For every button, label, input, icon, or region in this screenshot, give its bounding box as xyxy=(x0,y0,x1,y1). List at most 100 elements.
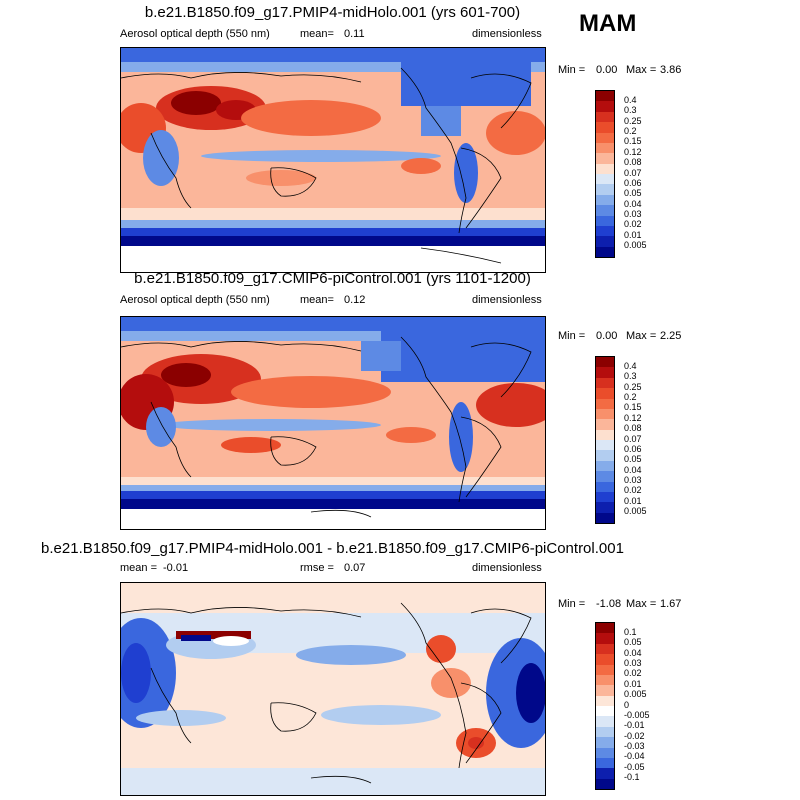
panel-2-units: dimensionless xyxy=(472,294,542,306)
colorbar-tick-label: -0.1 xyxy=(624,772,640,783)
colorbar-box xyxy=(596,357,614,368)
colorbar-box xyxy=(596,408,614,420)
colorbar-box xyxy=(596,460,614,472)
panel-3-min-label: Min = xyxy=(558,598,586,610)
colorbar-box xyxy=(596,778,614,789)
colorbar-box xyxy=(596,122,614,133)
colorbar-tick-label: 0.2 xyxy=(624,392,637,402)
panel-1-title: b.e21.B1850.f09_g17.PMIP4-midHolo.001 (y… xyxy=(144,4,521,21)
colorbar-box xyxy=(596,377,614,389)
colorbar-tick-label: 0.3 xyxy=(624,105,637,116)
colorbar-box xyxy=(596,623,614,634)
colorbar-tick-label: 0.3 xyxy=(624,371,637,382)
panel-2-colorbar xyxy=(595,356,615,524)
panel-2-title: b.e21.B1850.f09_g17.CMIP6-piControl.001 … xyxy=(134,270,531,287)
colorbar-tick-label: 0.12 xyxy=(624,412,642,423)
colorbar-box xyxy=(596,685,614,696)
panel-2-max-label: Max = xyxy=(626,330,657,342)
panel-3-min-value: -1.08 xyxy=(596,598,622,610)
colorbar-box xyxy=(596,440,614,451)
colorbar-tick-label: 0.04 xyxy=(624,198,642,209)
panel-2-mean-label: mean= xyxy=(300,294,334,306)
colorbar-tick-label: 0.2 xyxy=(624,126,637,136)
panel-3-max-value: 1.67 xyxy=(660,598,682,610)
panel-3-max-label: Max = xyxy=(626,598,657,610)
colorbar-tick-label: 0.005 xyxy=(624,240,647,251)
panel-2-min-label: Min = xyxy=(558,330,586,342)
colorbar-tick-label: 0.03 xyxy=(624,475,642,485)
panel-1-mean-value: 0.11 xyxy=(344,28,365,40)
panel-1-units: dimensionless xyxy=(472,28,542,40)
panel-2-min-value: 0.00 xyxy=(596,330,618,342)
colorbar-box xyxy=(596,163,614,174)
colorbar-tick-label: 0.06 xyxy=(624,177,642,188)
colorbar-box xyxy=(596,768,614,779)
colorbar-tick-label: 0.02 xyxy=(624,668,642,679)
panel-1-variable-label: Aerosol optical depth (550 nm) xyxy=(120,28,270,40)
colorbar-tick-label: 0.08 xyxy=(624,157,642,168)
colorbar-tick-label: 0.07 xyxy=(624,433,642,444)
colorbar-box xyxy=(596,132,614,143)
colorbar-tick-label: 0.02 xyxy=(624,485,642,496)
season-label: MAM xyxy=(579,10,637,37)
panel-3-colorbar xyxy=(595,622,615,790)
colorbar-box xyxy=(596,111,614,123)
colorbar-tick-label: 0.04 xyxy=(624,464,642,475)
colorbar-tick-label: 0.01 xyxy=(624,678,642,689)
colorbar-tick-label: 0.005 xyxy=(624,506,647,517)
colorbar-box xyxy=(596,757,614,769)
colorbar-box xyxy=(596,633,614,644)
colorbar-tick-label: 0.03 xyxy=(624,658,642,668)
panel-1-max-label: Max = xyxy=(626,64,657,76)
colorbar-box xyxy=(596,388,614,399)
colorbar-box xyxy=(596,174,614,185)
panel-2-map xyxy=(120,316,546,530)
colorbar-box xyxy=(596,101,614,112)
panel-2-variable-label: Aerosol optical depth (550 nm) xyxy=(120,294,270,306)
colorbar-tick-label: 0.05 xyxy=(624,637,642,648)
colorbar-box xyxy=(596,205,614,216)
panel-3-title: b.e21.B1850.f09_g17.PMIP4-midHolo.001 - … xyxy=(41,540,624,557)
panel-1-colorbar xyxy=(595,90,615,258)
panel-3-units: dimensionless xyxy=(472,562,542,574)
colorbar-tick-label: -0.04 xyxy=(624,751,645,762)
colorbar-tick-label: 0.15 xyxy=(624,136,642,147)
colorbar-box xyxy=(596,153,614,164)
colorbar-box xyxy=(596,142,614,154)
colorbar-box xyxy=(596,471,614,482)
colorbar-box xyxy=(596,246,614,257)
colorbar-tick-label: 0.04 xyxy=(624,647,642,658)
colorbar-tick-label: 0.15 xyxy=(624,402,642,413)
colorbar-box xyxy=(596,91,614,102)
colorbar-box xyxy=(596,419,614,430)
colorbar-box xyxy=(596,643,614,655)
colorbar-tick-label: 0.07 xyxy=(624,167,642,178)
panel-1-min-label: Min = xyxy=(558,64,586,76)
colorbar-tick-label: -0.005 xyxy=(624,709,650,720)
colorbar-box xyxy=(596,664,614,675)
colorbar-tick-label: 0 xyxy=(624,699,630,710)
panel-3-rmse-label: rmse = xyxy=(300,562,334,574)
panel-3-rmse-value: 0.07 xyxy=(344,562,366,574)
panel-1-max-value: 3.86 xyxy=(660,64,682,76)
colorbar-box xyxy=(596,398,614,409)
colorbar-box xyxy=(596,737,614,748)
colorbar-box xyxy=(596,236,614,247)
colorbar-tick-label: 0.03 xyxy=(624,209,642,219)
colorbar-box xyxy=(596,512,614,523)
panel-1-min-value: 0.00 xyxy=(596,64,618,76)
colorbar-box xyxy=(596,706,614,717)
colorbar-box xyxy=(596,429,614,440)
colorbar-tick-label: 0.06 xyxy=(624,443,642,454)
colorbar-box xyxy=(596,194,614,206)
colorbar-tick-label: -0.02 xyxy=(624,730,645,741)
colorbar-tick-label: 0.05 xyxy=(624,188,642,199)
colorbar-box xyxy=(596,695,614,706)
colorbar-tick-label: -0.05 xyxy=(624,761,645,772)
panel-3-mean-value: -0.01 xyxy=(163,562,189,574)
colorbar-box xyxy=(596,502,614,513)
colorbar-tick-label: 0.25 xyxy=(624,115,642,126)
panel-2-mean-value: 0.12 xyxy=(344,294,366,306)
colorbar-box xyxy=(596,367,614,378)
colorbar-tick-label: 0.02 xyxy=(624,219,642,230)
